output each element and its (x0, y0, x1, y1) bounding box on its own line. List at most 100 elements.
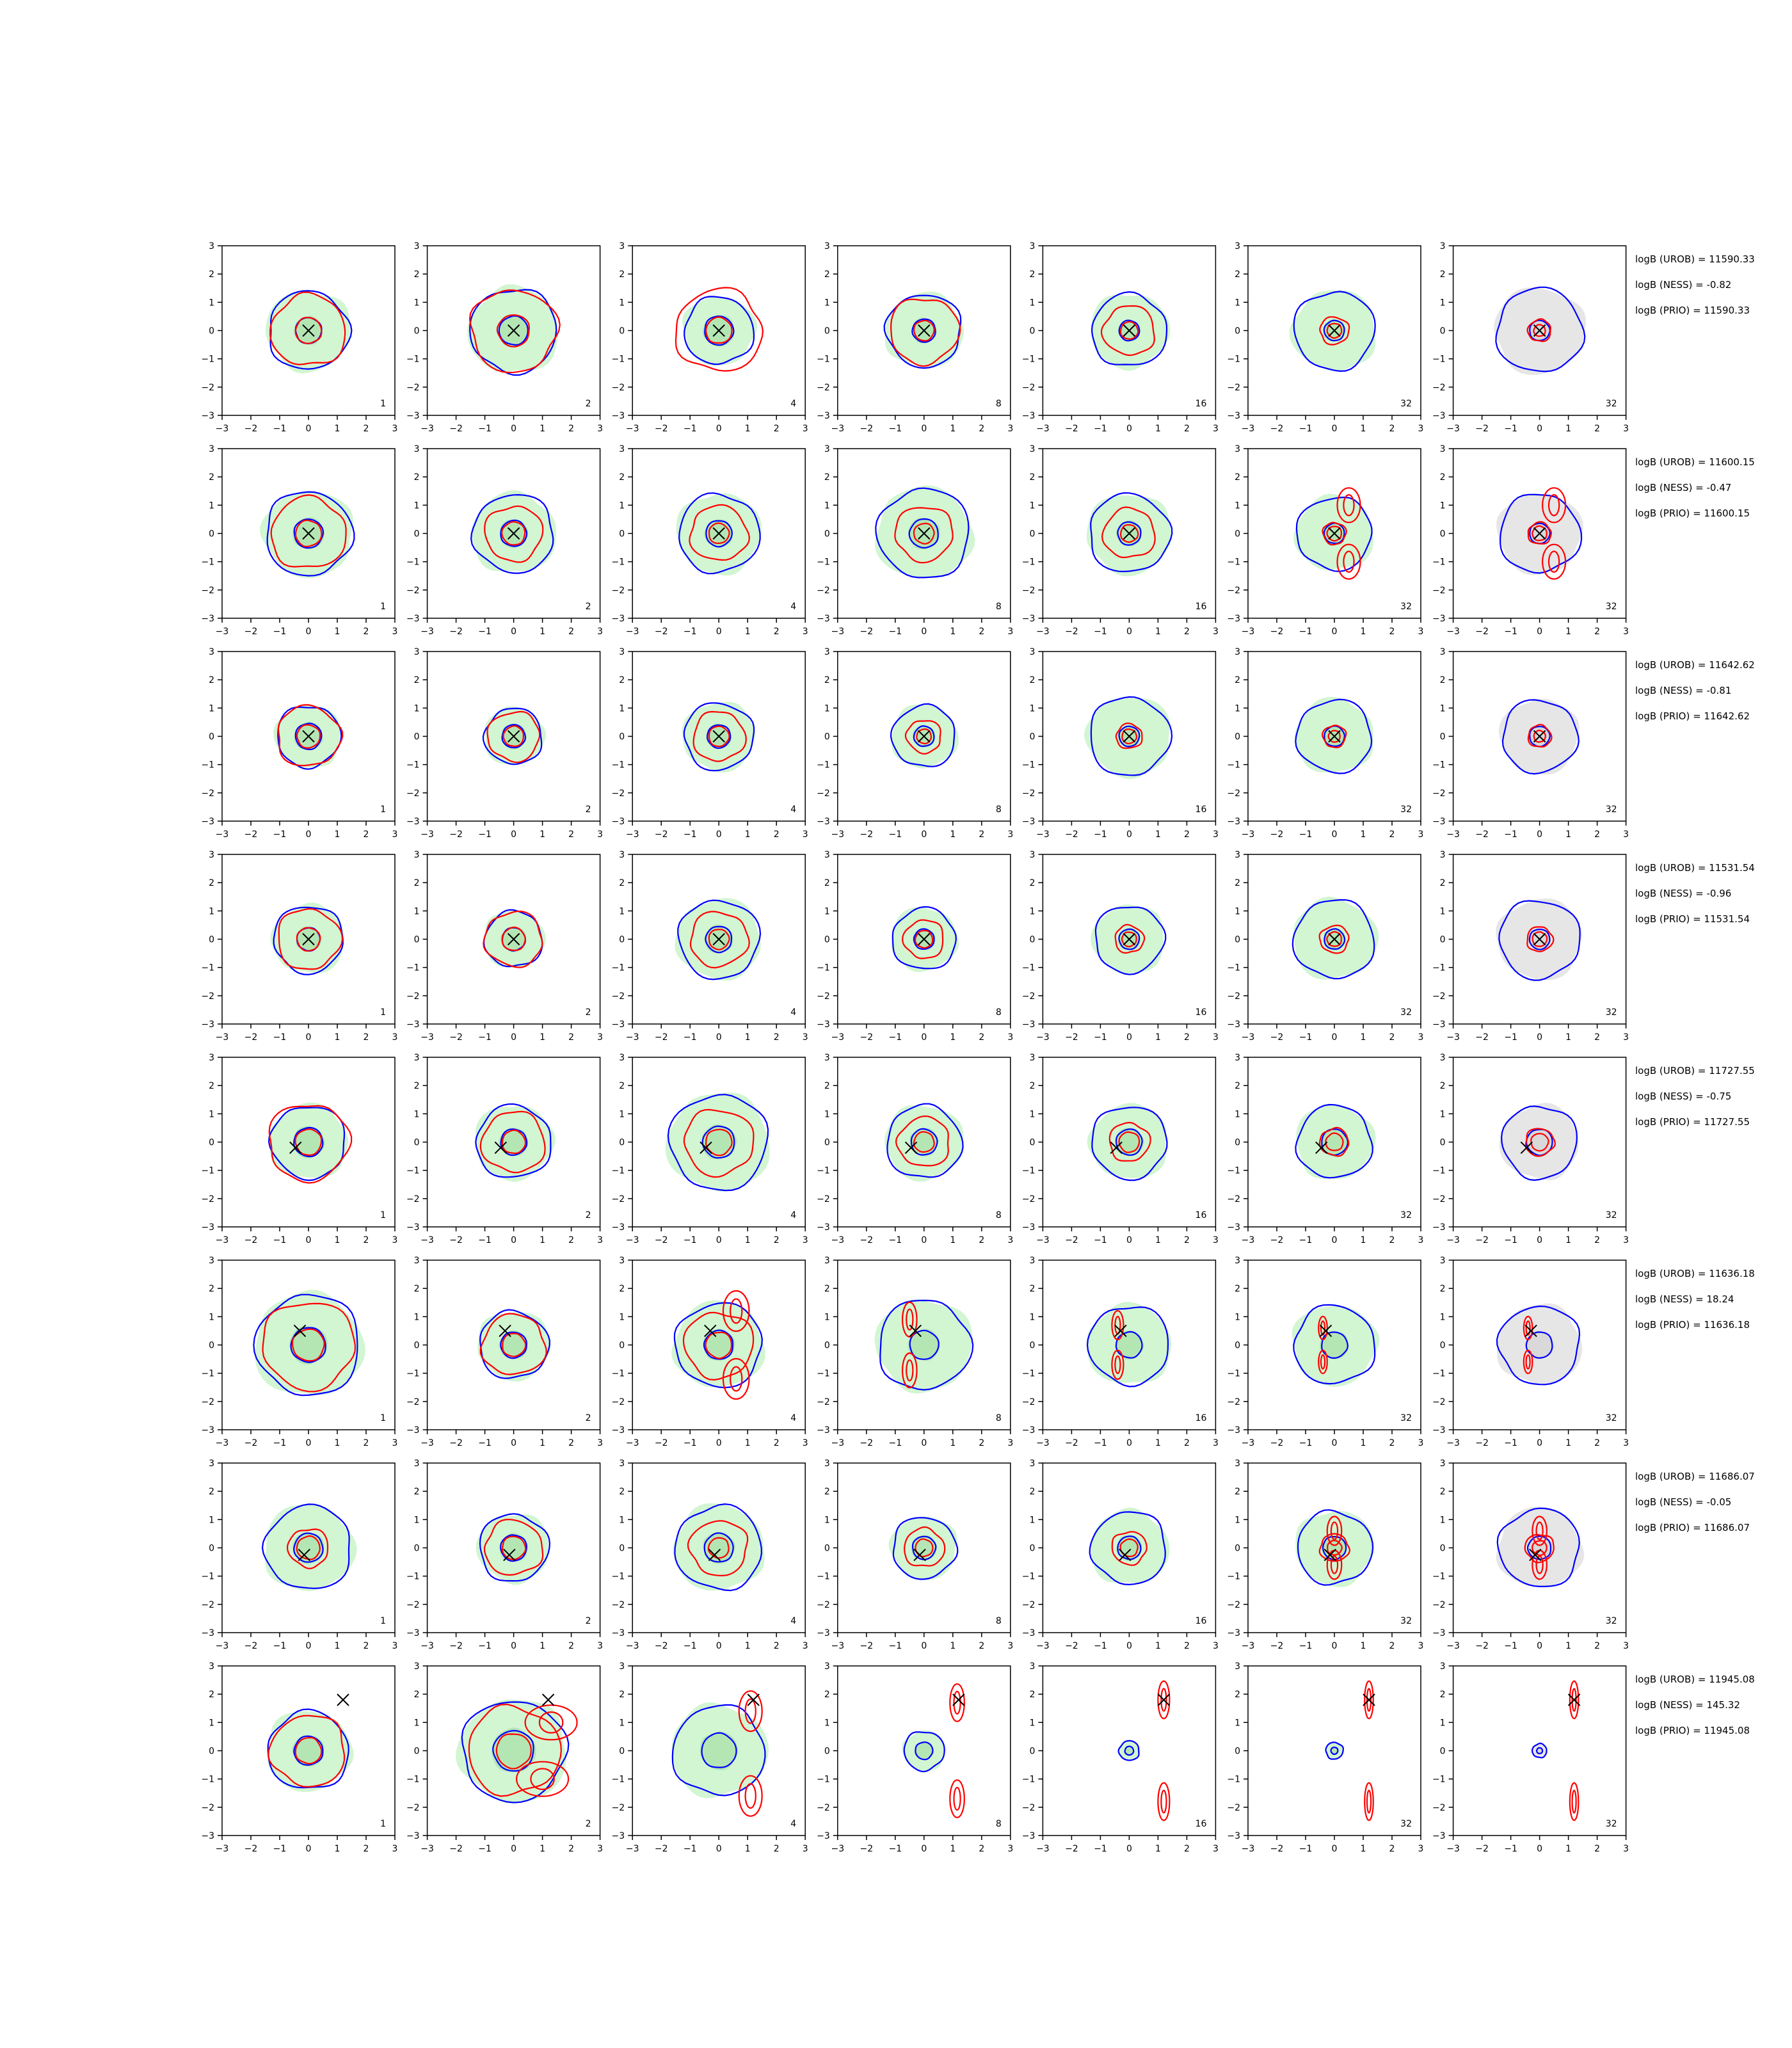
blue-contour-outer (266, 491, 355, 577)
y-tick-label: 0 (619, 529, 625, 540)
panel-label: 32 (1606, 1210, 1617, 1220)
x-tick-label: 0 (1537, 627, 1542, 637)
density-fill-inner (1320, 1128, 1348, 1157)
panel-r4-c7: −3−3 −2 −2 −1 −1 0 0 1 1 2 2 3 3 32 (1432, 850, 1629, 1043)
x-tick-label: 2 (979, 1235, 984, 1245)
panel-label: 16 (1196, 1819, 1207, 1829)
panel-r8-c4: −3−3 −2 −2 −1 −1 0 0 1 1 2 2 3 3 8 (817, 1661, 1013, 1854)
blue-contour-outer (683, 702, 755, 772)
red-contour-inner (501, 1129, 527, 1155)
y-tick-label: −2 (1022, 788, 1036, 799)
x-tick-label: −1 (478, 1032, 492, 1043)
x-tick-label: −3 (216, 1641, 229, 1651)
x-tick-label: 3 (1007, 1641, 1013, 1651)
logb-annotation: logB (PRIO) = 11636.18 (1635, 1319, 1750, 1331)
red-lobe-inner-1 (729, 1298, 743, 1324)
red-contour-outer (1108, 1121, 1151, 1162)
x-tick-label: −3 (1036, 627, 1050, 637)
x-tick-label: 3 (392, 1844, 398, 1854)
x-tick-label: 3 (1213, 1032, 1219, 1043)
y-tick-label: 3 (414, 1053, 420, 1063)
y-tick-label: 1 (209, 1718, 214, 1728)
x-tick-label: −2 (1270, 829, 1284, 840)
x-tick-label: 2 (979, 627, 984, 637)
true-value-marker (1319, 1324, 1332, 1338)
blue-contour-inner (705, 925, 732, 954)
x-tick-label: 1 (950, 829, 956, 840)
red-contour-outer (683, 1108, 755, 1178)
panel-label: 32 (1400, 1007, 1412, 1018)
true-value-marker (1123, 324, 1136, 337)
red-contour-outer (1526, 318, 1551, 342)
blue-contour-inner (703, 1532, 734, 1563)
blue-contour-inner (701, 1732, 737, 1768)
x-tick-label: 3 (803, 1438, 808, 1448)
x-tick-label: −2 (1270, 1438, 1284, 1448)
y-tick-label: 2 (414, 1690, 420, 1700)
red-contour-inner (708, 725, 730, 748)
panel-label: 32 (1400, 1616, 1412, 1626)
y-tick-label: −3 (1227, 1020, 1240, 1030)
y-tick-label: 2 (1235, 1487, 1240, 1497)
red-lobe-inner-1 (1548, 494, 1560, 516)
y-tick-label: −3 (1227, 614, 1240, 624)
red-lobe-inner-2 (1320, 1354, 1326, 1370)
x-tick-label: 2 (568, 627, 574, 637)
blue-contour-outer (277, 706, 342, 770)
y-tick-label: −3 (1432, 1222, 1446, 1233)
x-tick-label: −1 (684, 424, 697, 434)
y-tick-label: 1 (1235, 1515, 1240, 1525)
x-tick-label: −2 (244, 1032, 258, 1043)
x-tick-label: −3 (420, 1438, 434, 1448)
panel-label: 1 (380, 1819, 386, 1829)
x-tick-label: −3 (1242, 424, 1255, 434)
y-tick-label: 3 (619, 1661, 625, 1672)
x-tick-label: 1 (1155, 1032, 1161, 1043)
y-tick-label: −3 (817, 1020, 830, 1030)
y-tick-label: 1 (209, 1515, 214, 1525)
x-tick-label: −1 (478, 1438, 492, 1448)
panel-r6-c6: −3−3 −2 −2 −1 −1 0 0 1 1 2 2 3 3 32 (1227, 1256, 1423, 1448)
y-tick-label: 3 (619, 241, 625, 252)
y-tick-label: −3 (201, 1425, 214, 1436)
panel-r7-c5: −3−3 −2 −2 −1 −1 0 0 1 1 2 2 3 3 16 (1022, 1459, 1219, 1651)
x-tick-label: −2 (1065, 1235, 1078, 1245)
density-fill-inner (703, 1532, 735, 1564)
y-tick-label: −3 (1432, 1020, 1446, 1030)
red-contour-outer (483, 1519, 544, 1576)
blue-contour-outer (1496, 1507, 1580, 1587)
x-tick-label: −2 (860, 627, 873, 637)
blue-contour-outer (1295, 1103, 1373, 1179)
red-contour-inner (496, 314, 530, 348)
red-lobe-inner-1 (1366, 1688, 1372, 1712)
x-tick-label: 3 (1007, 1844, 1013, 1854)
y-tick-label: −1 (201, 963, 214, 973)
x-tick-label: −1 (888, 829, 902, 840)
y-tick-label: 0 (1029, 1747, 1035, 1757)
y-tick-label: −2 (817, 1194, 830, 1204)
y-tick-label: −1 (406, 1775, 420, 1785)
panel-r4-c6: −3−3 −2 −2 −1 −1 0 0 1 1 2 2 3 3 32 (1227, 850, 1423, 1043)
x-tick-label: 3 (597, 829, 603, 840)
red-contour-outer (270, 494, 347, 568)
y-tick-label: −3 (1227, 411, 1240, 421)
red-lobe-outer-1 (1532, 1516, 1548, 1546)
blue-contour-inner (500, 1128, 528, 1156)
y-tick-label: −2 (612, 1397, 625, 1407)
y-tick-label: 0 (209, 935, 214, 945)
logb-annotation: logB (PRIO) = 11600.15 (1635, 508, 1750, 519)
panel-label: 2 (586, 804, 591, 815)
x-tick-label: 2 (568, 1438, 574, 1448)
x-tick-label: 2 (979, 1438, 984, 1448)
y-tick-label: −2 (201, 586, 214, 596)
y-tick-label: −1 (817, 1369, 830, 1379)
true-value-marker (302, 730, 315, 743)
y-tick-label: 2 (824, 1284, 830, 1294)
y-tick-label: −3 (1022, 1628, 1036, 1638)
panel-r1-c1: −3−3 −2 −2 −1 −1 0 0 1 1 2 2 3 3 1 (201, 241, 397, 434)
x-tick-label: 2 (774, 1438, 780, 1448)
x-tick-label: −3 (1446, 1235, 1460, 1245)
true-value-marker (708, 1548, 721, 1562)
blue-contour-inner (1330, 1747, 1339, 1756)
panel-r8-c2: −3−3 −2 −2 −1 −1 0 0 1 1 2 2 3 3 2 (406, 1661, 603, 1854)
